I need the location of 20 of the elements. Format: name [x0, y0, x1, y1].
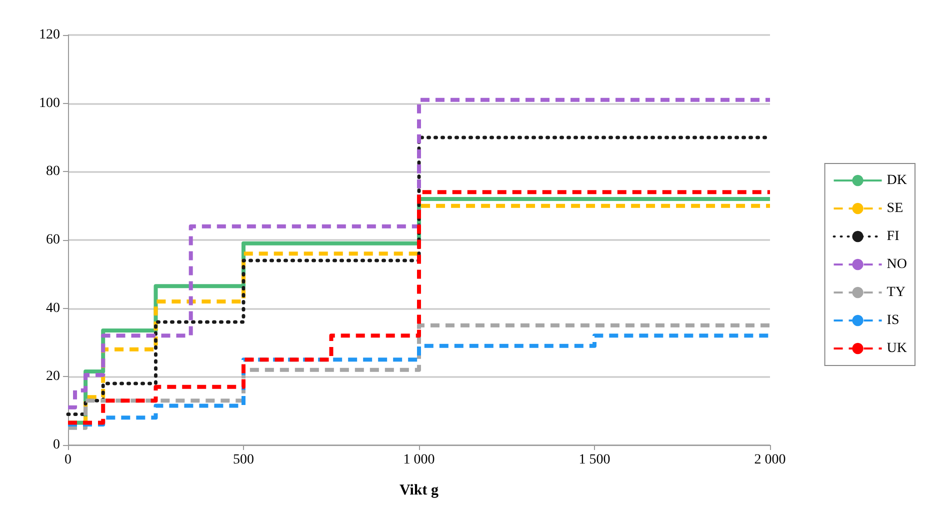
y-tick-label: 100: [39, 96, 60, 111]
legend-label: TY: [886, 285, 906, 300]
x-tick-label: 500: [233, 452, 254, 468]
y-tick-label: 120: [39, 28, 60, 42]
legend-label: IS: [886, 313, 900, 328]
x-tick-label: 1 000: [403, 452, 435, 468]
x-tick-label: 0: [64, 452, 72, 468]
y-tick-label: 60: [46, 232, 60, 248]
y-tick-label: 0: [53, 438, 60, 452]
legend-label: NO: [886, 257, 908, 272]
x-tick-label: 2 000: [754, 452, 786, 468]
x-tick-label: 1 500: [578, 452, 610, 468]
legend-label: UK: [886, 341, 908, 356]
legend-label: DK: [886, 173, 908, 188]
x-axis-title: Vikt g: [399, 482, 440, 498]
y-tick-label: 20: [46, 369, 60, 384]
y-tick-label: 80: [46, 164, 60, 180]
legend-label: FI: [886, 229, 900, 244]
y-tick-label: 40: [46, 300, 60, 316]
legend-label: SE: [886, 201, 904, 216]
